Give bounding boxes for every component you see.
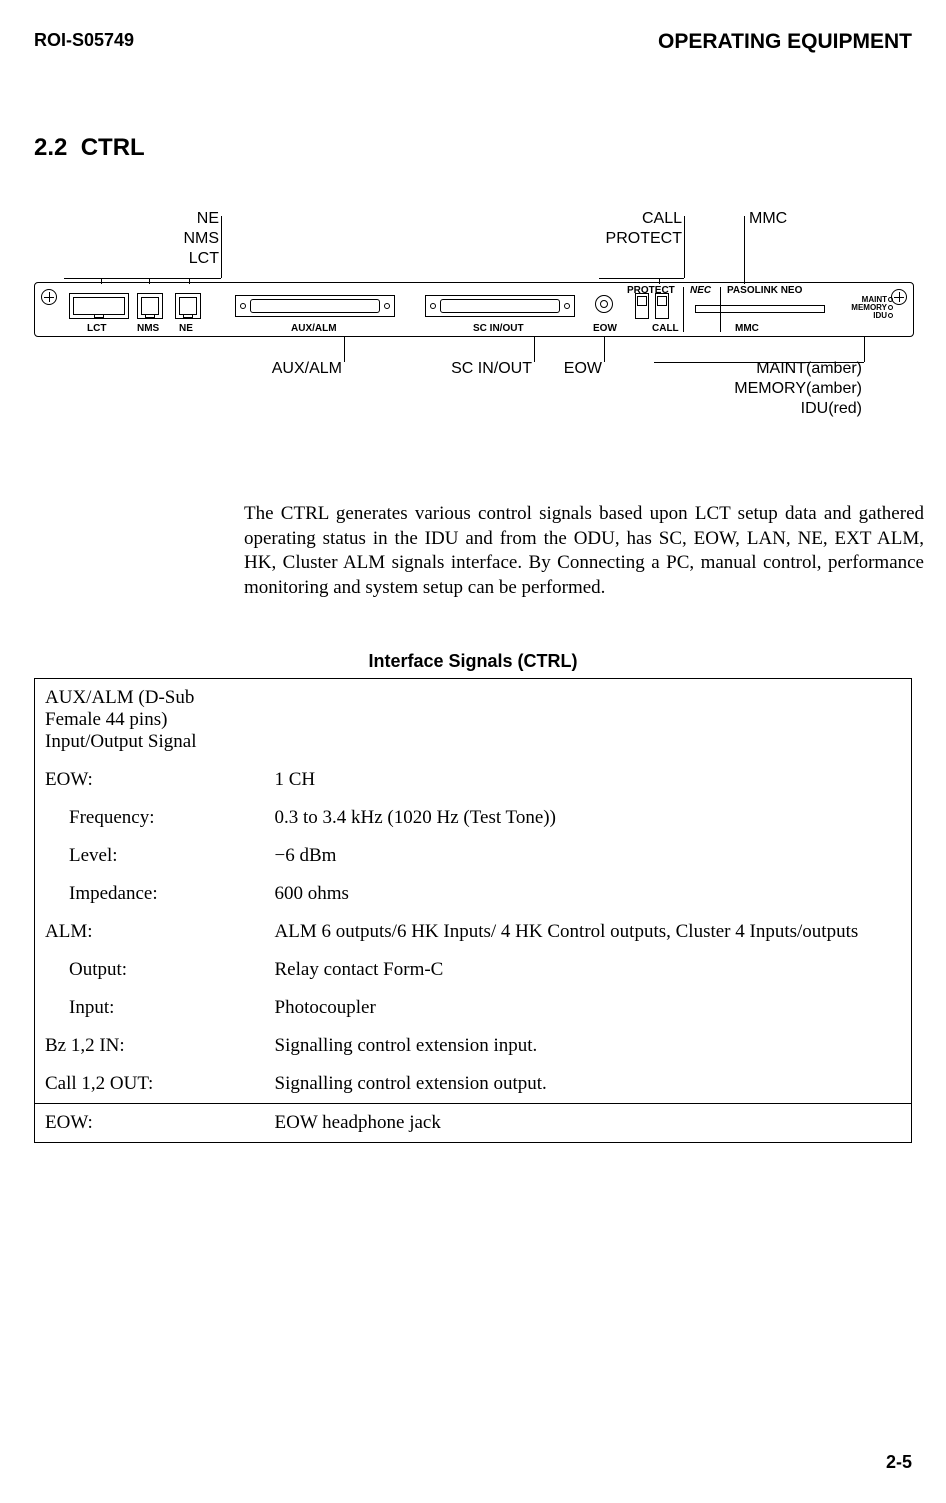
section-name: CTRL <box>81 134 145 161</box>
panel-label-nms: NMS <box>137 323 159 334</box>
table-key: Frequency: <box>35 799 265 837</box>
table-value: Relay contact Form-C <box>265 951 912 989</box>
label-ne: NE <box>197 210 219 228</box>
nec-logo: NEC <box>690 285 711 296</box>
table-row: Bz 1,2 IN:Signalling control extension i… <box>35 1027 912 1065</box>
table-row: Impedance:600 ohms <box>35 875 912 913</box>
label-nms: NMS <box>183 230 219 248</box>
maint-led-icon <box>888 297 893 302</box>
table-value: Photocoupler <box>265 989 912 1027</box>
lct-port <box>69 293 129 319</box>
table-row: EOW:1 CH <box>35 761 912 799</box>
table-value: EOW headphone jack <box>265 1103 912 1142</box>
table-value: 600 ohms <box>265 875 912 913</box>
eow-jack <box>595 295 613 313</box>
protect-switch <box>635 293 649 319</box>
callout-maint: MAINT(amber) <box>756 360 862 378</box>
table-key: AUX/ALM (D-SubFemale 44 pins)Input/Outpu… <box>35 678 265 761</box>
product-name: PASOLINK NEO <box>727 285 802 296</box>
section-number: 2.2 <box>34 134 67 161</box>
table-value: 1 CH <box>265 761 912 799</box>
nms-port <box>137 293 163 319</box>
scinout-connector <box>425 295 575 317</box>
callout-idu: IDU(red) <box>801 400 862 418</box>
table-key: Call 1,2 OUT: <box>35 1065 265 1104</box>
table-row: Output:Relay contact Form-C <box>35 951 912 989</box>
doc-id: ROI-S05749 <box>34 30 134 54</box>
table-row: Input:Photocoupler <box>35 989 912 1027</box>
panel-divider <box>683 287 684 332</box>
table-key: Output: <box>35 951 265 989</box>
interface-signals-table: AUX/ALM (D-SubFemale 44 pins)Input/Outpu… <box>34 678 912 1143</box>
label-mmc: MMC <box>749 210 787 228</box>
table-key: Bz 1,2 IN: <box>35 1027 265 1065</box>
screw-icon <box>891 289 907 305</box>
ne-port <box>175 293 201 319</box>
table-value: −6 dBm <box>265 837 912 875</box>
panel-label-eow: EOW <box>593 323 617 334</box>
table-value <box>265 678 912 761</box>
ctrl-description-paragraph: The CTRL generates various control signa… <box>244 502 924 601</box>
table-row: Call 1,2 OUT:Signalling control extensio… <box>35 1065 912 1104</box>
table-key: Level: <box>35 837 265 875</box>
table-row: ALM:ALM 6 outputs/6 HK Inputs/ 4 HK Cont… <box>35 913 912 951</box>
idu-led-icon <box>888 313 893 318</box>
table-key: ALM: <box>35 913 265 951</box>
table-value: Signalling control extension input. <box>265 1027 912 1065</box>
table-value: Signalling control extension output. <box>265 1065 912 1104</box>
table-row: Level:−6 dBm <box>35 837 912 875</box>
table-key: EOW: <box>35 761 265 799</box>
screw-icon <box>41 289 57 305</box>
table-value: 0.3 to 3.4 kHz (1020 Hz (Test Tone)) <box>265 799 912 837</box>
auxalm-connector <box>235 295 395 317</box>
callout-scinout: SC IN/OUT <box>451 360 532 378</box>
table-row: AUX/ALM (D-SubFemale 44 pins)Input/Outpu… <box>35 678 912 761</box>
table-row: Frequency: 0.3 to 3.4 kHz (1020 Hz (Test… <box>35 799 912 837</box>
table-key: Input: <box>35 989 265 1027</box>
ctrl-panel-figure: NE NMS LCT CALL PROTECT MMC LCT NMS NE A… <box>34 202 914 432</box>
panel-label-scinout: SC IN/OUT <box>473 323 524 334</box>
table-key: EOW: <box>35 1103 265 1142</box>
table-row: EOW:EOW headphone jack <box>35 1103 912 1142</box>
callout-eow: EOW <box>564 360 602 378</box>
label-call: CALL <box>642 210 682 228</box>
memory-led-icon <box>888 305 893 310</box>
page-number: 2-5 <box>886 1452 912 1473</box>
call-switch <box>655 293 669 319</box>
table-key: Impedance: <box>35 875 265 913</box>
panel-label-call: CALL <box>652 323 679 334</box>
panel-label-lct: LCT <box>87 323 106 334</box>
table-title: Interface Signals (CTRL) <box>34 651 912 672</box>
callout-auxalm: AUX/ALM <box>272 360 342 378</box>
panel-label-mmc: MMC <box>735 323 759 334</box>
label-lct: LCT <box>189 250 219 268</box>
section-heading: 2.2 CTRL <box>34 134 912 162</box>
mmc-slot <box>695 305 825 313</box>
label-protect: PROTECT <box>606 230 682 248</box>
panel-label-ne: NE <box>179 323 193 334</box>
ctrl-panel: LCT NMS NE AUX/ALM SC IN/OUT EOW PROTECT… <box>34 282 914 337</box>
doc-title: OPERATING EQUIPMENT <box>658 30 912 54</box>
panel-label-auxalm: AUX/ALM <box>291 323 337 334</box>
led-label-idu: IDU <box>873 311 887 320</box>
table-value: ALM 6 outputs/6 HK Inputs/ 4 HK Control … <box>265 913 912 951</box>
callout-memory: MEMORY(amber) <box>734 380 862 398</box>
